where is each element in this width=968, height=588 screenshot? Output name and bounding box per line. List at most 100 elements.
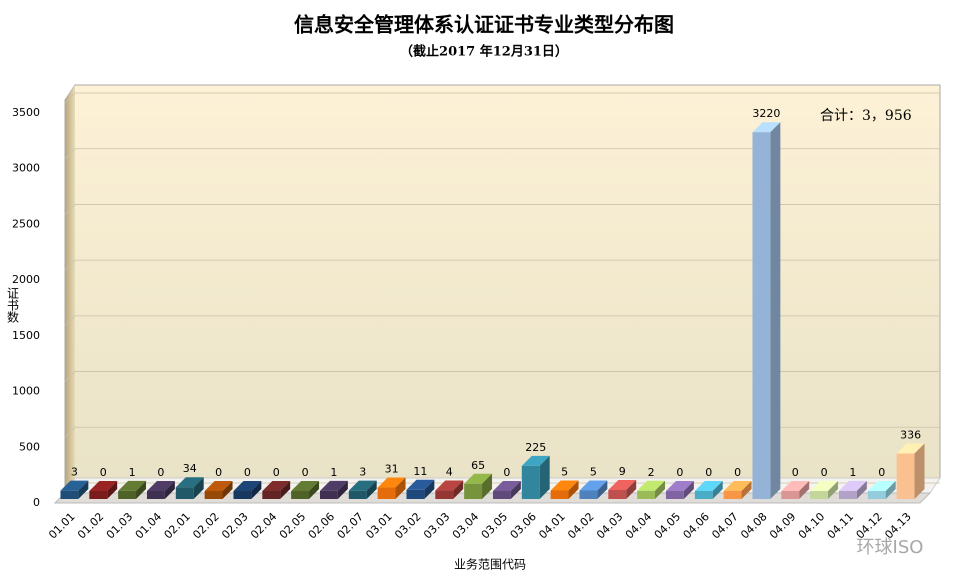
x-tick-label: 01.03 [104, 510, 135, 541]
value-label: 0 [503, 466, 510, 479]
bar [752, 132, 771, 499]
bar-top [637, 480, 666, 491]
x-tick-label: 03.02 [392, 510, 423, 541]
x-tick-label: 04.03 [594, 510, 625, 541]
value-label: 2 [648, 466, 655, 479]
bar-top [723, 481, 752, 491]
bar-side [914, 443, 925, 499]
value-label: 31 [385, 463, 399, 476]
bar-side [78, 480, 89, 499]
y-tick-label: 3500 [12, 106, 40, 119]
chart-title: 信息安全管理体系认证证书专业类型分布图 [294, 13, 674, 37]
bar-top [521, 455, 550, 466]
bar-side [539, 455, 550, 499]
bar-side [136, 480, 147, 499]
bar-top [781, 481, 810, 491]
value-label: 0 [734, 466, 741, 479]
bar [89, 491, 108, 499]
x-tick-label: 01.02 [75, 510, 106, 541]
bar-side [510, 481, 521, 499]
y-tick-label: 2500 [12, 217, 40, 230]
bar-side [251, 481, 262, 499]
value-label: 5 [590, 465, 597, 478]
bar-top [89, 481, 118, 491]
x-tick-label: 02.07 [335, 510, 366, 541]
value-label: 0 [792, 466, 799, 479]
bar [233, 491, 252, 499]
bar-side [799, 481, 810, 499]
grid-line [64, 92, 940, 104]
bar [579, 490, 598, 499]
bar-side [107, 481, 118, 499]
bar-top [233, 481, 262, 491]
bar-side [453, 480, 464, 499]
side-wall [65, 85, 75, 493]
bar-side [482, 473, 493, 499]
bar-top [348, 480, 377, 491]
value-label: 1 [330, 466, 337, 479]
bar-top [608, 479, 637, 490]
value-label: 9 [619, 465, 626, 478]
bar-side [395, 477, 406, 499]
x-tick-label: 03.03 [421, 510, 452, 541]
bar-side [309, 481, 320, 499]
x-tick-label: 02.05 [277, 510, 308, 541]
back-wall [64, 84, 941, 495]
x-tick-label: 03.06 [508, 510, 539, 541]
x-tick-label: 03.05 [479, 510, 510, 541]
marks: 050010001500200025003000350001.01301.020… [12, 92, 940, 542]
x-tick-label: 03.04 [450, 510, 481, 541]
bar-top [579, 480, 608, 491]
bar-top [838, 480, 867, 491]
bar-top [492, 481, 521, 491]
bar [291, 491, 310, 499]
bar-side [655, 480, 666, 499]
bar [435, 490, 454, 499]
bar [492, 491, 511, 499]
value-label: 0 [273, 466, 280, 479]
x-tick-label: 02.02 [190, 510, 221, 541]
watermark: 环球ISO [857, 537, 924, 558]
bar-top [867, 481, 896, 491]
x-tick-label: 04.04 [623, 510, 654, 541]
y-axis-label: 证书数 [6, 287, 20, 324]
bar-top [262, 481, 291, 491]
bar-side [366, 480, 377, 499]
value-label: 0 [215, 466, 222, 479]
grid-line [64, 148, 940, 159]
value-label: 0 [100, 466, 107, 479]
value-label: 0 [302, 466, 309, 479]
grid-line [64, 259, 940, 271]
x-tick-label: 02.01 [162, 510, 193, 541]
bar [118, 490, 137, 499]
bar-top [175, 477, 204, 488]
value-label: 11 [413, 465, 427, 478]
bar-top [377, 477, 406, 488]
bar-side [568, 480, 579, 499]
bar [810, 491, 829, 499]
bar-side [222, 481, 233, 499]
bar [637, 490, 656, 499]
x-tick-label: 01.04 [133, 510, 164, 541]
value-label: 0 [244, 466, 251, 479]
bar [175, 487, 194, 499]
grid-line [64, 315, 940, 327]
bar [867, 491, 886, 499]
bar-side [280, 481, 291, 499]
x-tick-label: 01.01 [46, 510, 77, 541]
bar [377, 487, 396, 499]
bar-top [464, 473, 493, 484]
bar [723, 491, 742, 499]
y-tick-label: 1000 [12, 385, 40, 398]
bar-top [810, 481, 839, 491]
bar-side [683, 481, 694, 499]
value-label: 3 [71, 466, 78, 479]
bar [838, 490, 857, 499]
x-tick-label: 04.08 [738, 510, 769, 541]
value-label: 0 [821, 466, 828, 479]
value-label: 1 [129, 466, 136, 479]
bar-side [626, 479, 637, 499]
value-label: 336 [900, 429, 921, 442]
bar [521, 465, 540, 499]
